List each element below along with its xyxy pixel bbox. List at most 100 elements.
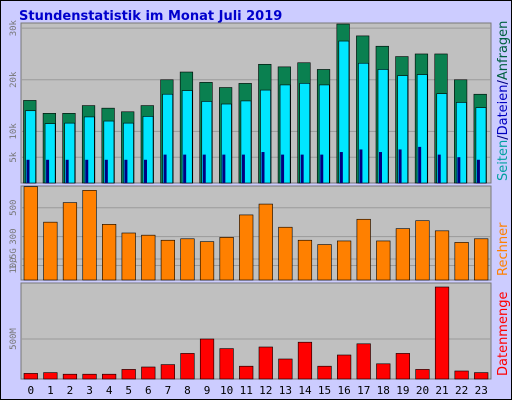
bar-bottom [356, 343, 371, 380]
bar-seiten [46, 159, 50, 183]
bar-bottom [415, 369, 430, 380]
bar-middle [415, 220, 430, 281]
legend-label-part: Seiten [496, 140, 511, 181]
bar-bottom [434, 286, 450, 380]
bar-dateien [103, 120, 115, 184]
top-y-tick-label: 20k [9, 71, 19, 88]
x-tick-label: 21 [435, 384, 448, 397]
bar-seiten [320, 154, 324, 183]
bar-dateien [436, 93, 448, 184]
bar-bottom [454, 370, 469, 380]
middle-y-tick-label: 300 [9, 228, 19, 244]
bar-bottom [317, 365, 332, 380]
bar-middle [317, 244, 332, 281]
chart-bars [23, 23, 489, 380]
bar-middle [258, 203, 273, 281]
bar-seiten [359, 149, 363, 183]
bar-dateien [456, 102, 467, 184]
x-tick-label: 7 [165, 384, 172, 397]
x-tick-label: 1 [47, 384, 54, 397]
bar-middle [474, 238, 489, 281]
bar-seiten [144, 159, 147, 183]
bar-dateien [181, 90, 193, 184]
bar-middle [239, 214, 254, 281]
bar-bottom [23, 373, 38, 380]
bar-seiten [183, 154, 187, 183]
chart-title: Stundenstatistik im Monat Juli 2019 [19, 9, 282, 24]
x-tick-label: 0 [27, 384, 34, 397]
x-tick-label: 4 [106, 384, 113, 397]
bar-seiten [457, 157, 461, 183]
legend-label-part: Dateien [496, 84, 511, 135]
bar-middle [219, 237, 234, 281]
bar-seiten [398, 149, 402, 183]
x-tick-label: 8 [184, 384, 191, 397]
bar-seiten [300, 154, 304, 183]
x-tick-label: 12 [259, 384, 272, 397]
panel-middle-plot-area [20, 185, 492, 281]
bar-dateien [377, 69, 389, 184]
x-tick-label: 17 [357, 384, 370, 397]
x-tick-label: 15 [318, 384, 331, 397]
bar-bottom [43, 372, 58, 380]
x-tick-label: 18 [377, 384, 390, 397]
bar-dateien [318, 84, 330, 184]
bar-seiten [222, 154, 226, 183]
bottom-y-tick-label: 1,5G [9, 248, 19, 270]
bar-dateien [201, 101, 213, 184]
bar-middle [23, 186, 38, 281]
x-tick-label: 13 [279, 384, 292, 397]
bar-dateien [64, 122, 76, 184]
bar-seiten [65, 159, 69, 183]
bar-seiten [261, 152, 265, 183]
bar-seiten [418, 146, 422, 183]
bar-seiten [379, 152, 382, 183]
bar-seiten [241, 154, 245, 183]
x-tick-label: 20 [416, 384, 429, 397]
bar-seiten [124, 159, 128, 183]
bar-bottom [376, 363, 391, 380]
bar-middle [141, 234, 156, 281]
bar-middle [199, 241, 215, 281]
bar-dateien [260, 89, 271, 184]
top-y-tick-label: 5k [9, 151, 19, 162]
bar-dateien [416, 74, 428, 184]
bar-middle [62, 202, 78, 281]
bar-bottom [297, 341, 313, 380]
x-tick-label: 10 [220, 384, 233, 397]
bar-seiten [104, 159, 108, 183]
x-tick-label: 14 [298, 384, 312, 397]
bar-dateien [83, 116, 95, 184]
bar-seiten [26, 159, 30, 183]
bar-middle [454, 242, 469, 281]
grid-lines [21, 27, 491, 340]
x-tick-label: 16 [338, 384, 351, 397]
top-y-tick-label: 10k [9, 123, 19, 140]
bar-bottom [180, 353, 195, 380]
legend-label-part: / [496, 135, 511, 140]
bar-seiten [437, 154, 441, 183]
top-panel-legend-label: Seiten/Dateien/Anfragen [496, 21, 511, 181]
bar-dateien [397, 75, 408, 184]
bar-seiten [476, 159, 480, 183]
bar-dateien [25, 110, 36, 184]
x-tick-label: 5 [125, 384, 132, 397]
bar-middle [43, 221, 58, 281]
bar-dateien [142, 116, 154, 184]
bar-dateien [162, 93, 173, 184]
bottom-y-tick-label: 500M [9, 328, 19, 350]
bar-middle [434, 230, 450, 281]
bar-dateien [475, 107, 487, 184]
bar-middle [337, 240, 352, 281]
bar-dateien [221, 103, 232, 184]
x-tick-label: 3 [86, 384, 93, 397]
bar-seiten [163, 154, 167, 183]
x-tick-label: 23 [475, 384, 488, 397]
bar-middle [297, 239, 313, 281]
panel-bottom-plot-area [20, 282, 492, 380]
top-y-tick-label: 30k [9, 19, 19, 36]
bar-dateien [299, 83, 311, 184]
